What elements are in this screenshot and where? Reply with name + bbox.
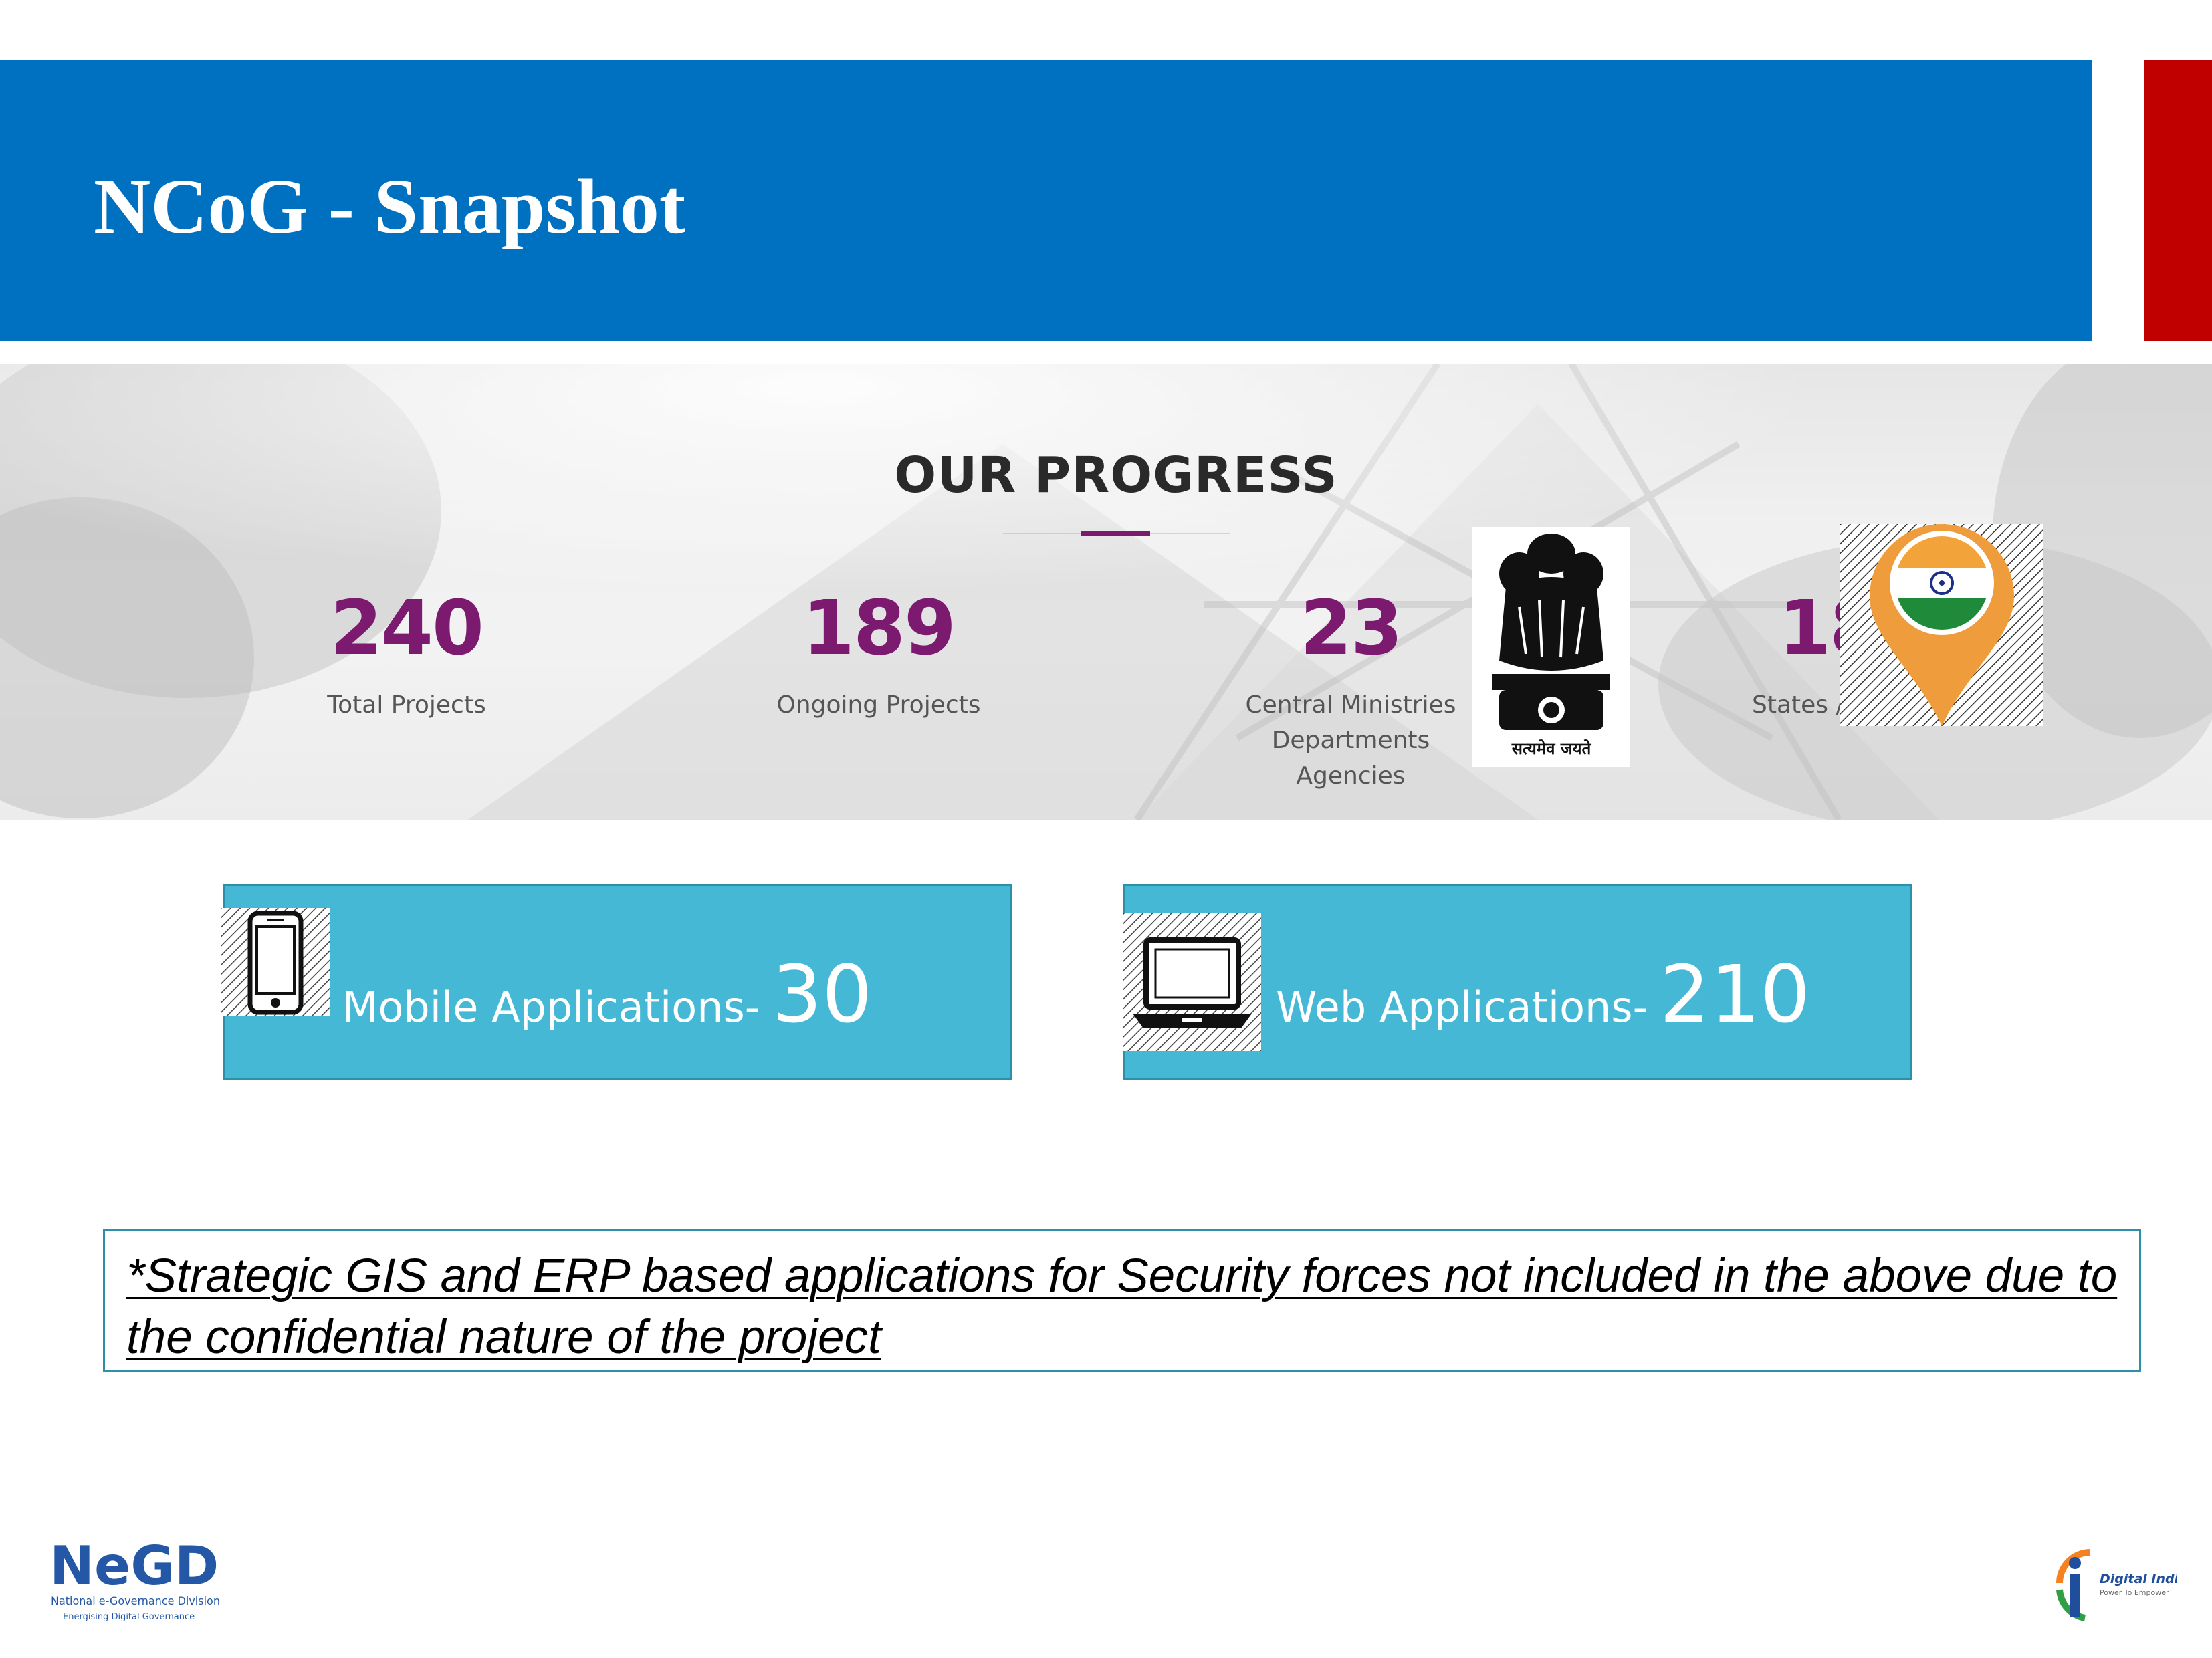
negd-logo-mark: NeGD xyxy=(49,1535,219,1597)
emblem-caption: सत्यमेव जयते xyxy=(1511,739,1592,758)
footnote-text: *Strategic GIS and ERP based application… xyxy=(126,1250,2118,1364)
stat-value: 240 xyxy=(330,585,484,672)
web-applications-label: Web Applications- xyxy=(1276,983,1648,1032)
mobile-applications-card xyxy=(223,884,1012,1080)
heading-underline xyxy=(1081,531,1150,536)
web-applications-text: Web Applications- 210 xyxy=(1276,955,1810,1034)
footnote-box: *Strategic GIS and ERP based application… xyxy=(103,1229,2141,1372)
india-map-pin-icon xyxy=(1840,524,2043,726)
stat-value: 23 xyxy=(1300,585,1403,672)
negd-logo: NeGD National e-Governance Division Ener… xyxy=(47,1535,234,1626)
stat-label: Ongoing Projects xyxy=(776,691,981,719)
mobile-applications-count: 30 xyxy=(772,948,873,1040)
stat-label: States / xyxy=(1752,691,1844,719)
stat-central-ministries: 23 Central Ministries Departments Agenci… xyxy=(1217,591,1484,794)
negd-logo-line1: National e-Governance Division xyxy=(51,1594,220,1607)
page-title: NCoG - Snapshot xyxy=(94,162,686,250)
digital-india-tagline: Power To Empower xyxy=(2100,1588,2169,1597)
stat-ongoing-projects: 189 Ongoing Projects xyxy=(745,591,1012,723)
header-bar xyxy=(0,60,2092,341)
national-emblem-icon: सत्यमेव जयते xyxy=(1472,527,1630,767)
progress-heading: OUR PROGRESS xyxy=(894,447,1338,504)
stat-total-projects: 240 Total Projects xyxy=(273,591,540,723)
digital-india-name: Digital India xyxy=(2100,1572,2177,1586)
negd-logo-line2: Energising Digital Governance xyxy=(63,1612,195,1622)
stat-value: 189 xyxy=(802,585,956,672)
mobile-applications-label: Mobile Applications- xyxy=(342,983,760,1032)
web-applications-count: 210 xyxy=(1659,948,1811,1040)
laptop-icon xyxy=(1123,913,1261,1051)
stat-label: Central Ministries Departments Agencies xyxy=(1245,691,1456,790)
digital-india-logo: Digital India Power To Empower xyxy=(2043,1532,2187,1626)
mobile-applications-text: Mobile Applications- 30 xyxy=(342,955,872,1034)
mobile-phone-icon xyxy=(221,908,330,1016)
stat-label: Total Projects xyxy=(327,691,486,719)
header-side-accent xyxy=(2144,60,2212,341)
